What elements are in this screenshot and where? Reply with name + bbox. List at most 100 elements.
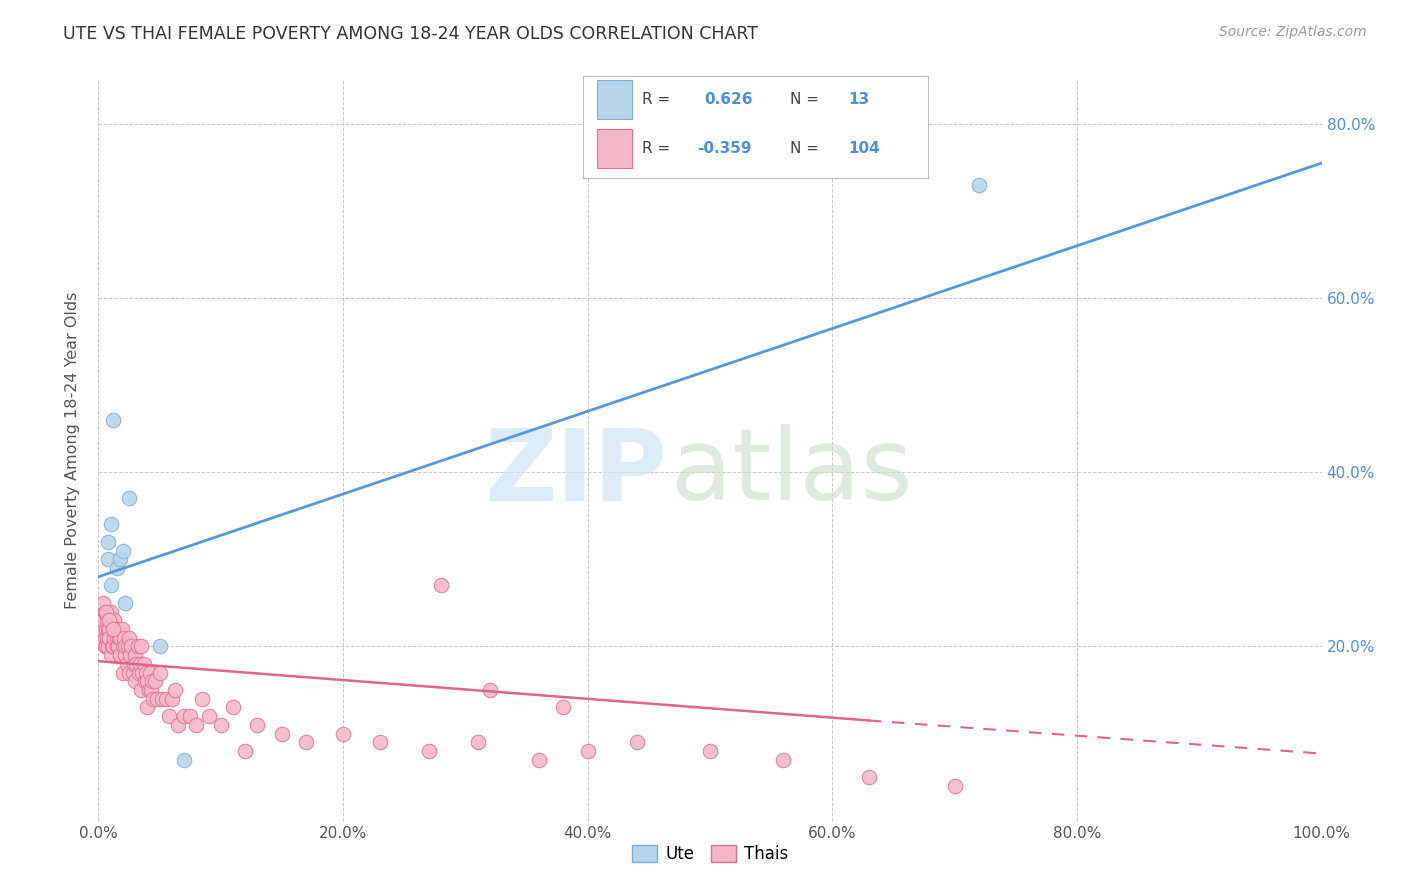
Point bbox=[527, 753, 550, 767]
Point bbox=[114, 596, 136, 610]
Text: 0.626: 0.626 bbox=[704, 92, 752, 107]
Point bbox=[101, 640, 124, 654]
Point bbox=[139, 665, 162, 680]
Point bbox=[105, 631, 128, 645]
Point bbox=[135, 665, 157, 680]
Point bbox=[97, 535, 120, 549]
Point bbox=[149, 665, 172, 680]
Text: Source: ZipAtlas.com: Source: ZipAtlas.com bbox=[1219, 25, 1367, 39]
Text: atlas: atlas bbox=[671, 425, 912, 521]
Point bbox=[111, 543, 134, 558]
Point bbox=[94, 640, 117, 654]
Point bbox=[96, 631, 118, 645]
Point bbox=[91, 613, 114, 627]
Text: 13: 13 bbox=[849, 92, 870, 107]
Point bbox=[97, 622, 120, 636]
Text: N =: N = bbox=[790, 92, 820, 107]
Point bbox=[167, 718, 190, 732]
Point bbox=[943, 779, 966, 793]
Point bbox=[91, 596, 114, 610]
Point bbox=[209, 718, 232, 732]
Point bbox=[858, 770, 880, 784]
Point bbox=[97, 640, 120, 654]
Point bbox=[270, 726, 294, 740]
Point bbox=[160, 691, 183, 706]
Point bbox=[94, 605, 117, 619]
Point bbox=[191, 691, 214, 706]
Y-axis label: Female Poverty Among 18-24 Year Olds: Female Poverty Among 18-24 Year Olds bbox=[65, 292, 80, 609]
Point bbox=[136, 674, 159, 689]
Point bbox=[295, 735, 318, 749]
Point bbox=[139, 683, 162, 698]
Point bbox=[128, 665, 150, 680]
Point bbox=[107, 640, 129, 654]
Point bbox=[146, 691, 169, 706]
Point bbox=[111, 665, 134, 680]
Point bbox=[100, 517, 122, 532]
Point bbox=[110, 552, 132, 566]
Point bbox=[173, 709, 195, 723]
Point bbox=[110, 648, 132, 662]
Point bbox=[110, 631, 132, 645]
Point bbox=[100, 578, 122, 592]
Point bbox=[155, 691, 177, 706]
Point bbox=[112, 631, 135, 645]
Point bbox=[626, 735, 648, 749]
Point bbox=[97, 605, 120, 619]
Point bbox=[120, 648, 142, 662]
Point bbox=[179, 709, 201, 723]
Point bbox=[368, 735, 391, 749]
Point bbox=[100, 648, 122, 662]
Point bbox=[150, 691, 173, 706]
Point bbox=[117, 640, 139, 654]
Point bbox=[173, 753, 195, 767]
Point bbox=[98, 622, 121, 636]
Point bbox=[115, 657, 138, 671]
Point bbox=[332, 726, 354, 740]
Point bbox=[91, 622, 114, 636]
Text: ZIP: ZIP bbox=[484, 425, 668, 521]
Text: N =: N = bbox=[790, 141, 820, 156]
Point bbox=[108, 631, 131, 645]
Point bbox=[233, 744, 256, 758]
Point bbox=[107, 622, 129, 636]
Bar bbox=[598, 80, 631, 119]
Point bbox=[157, 709, 180, 723]
Point bbox=[114, 648, 136, 662]
Point bbox=[136, 700, 159, 714]
Point bbox=[134, 674, 156, 689]
Point bbox=[101, 413, 124, 427]
Point bbox=[118, 491, 141, 506]
Point bbox=[772, 753, 794, 767]
Point bbox=[94, 622, 117, 636]
Text: R =: R = bbox=[643, 92, 671, 107]
Point bbox=[98, 613, 121, 627]
Point bbox=[101, 640, 124, 654]
Point bbox=[138, 683, 160, 698]
Point bbox=[114, 640, 136, 654]
Point bbox=[418, 744, 440, 758]
Point bbox=[467, 735, 489, 749]
Text: UTE VS THAI FEMALE POVERTY AMONG 18-24 YEAR OLDS CORRELATION CHART: UTE VS THAI FEMALE POVERTY AMONG 18-24 Y… bbox=[63, 25, 758, 43]
Point bbox=[197, 709, 219, 723]
Point bbox=[103, 631, 125, 645]
Point bbox=[101, 622, 124, 636]
Point bbox=[124, 674, 146, 689]
Point bbox=[478, 683, 501, 698]
Point bbox=[222, 700, 245, 714]
Bar bbox=[598, 129, 631, 168]
Point bbox=[98, 631, 121, 645]
Point bbox=[699, 744, 721, 758]
Point bbox=[141, 674, 163, 689]
Point bbox=[246, 718, 269, 732]
Text: 104: 104 bbox=[849, 141, 880, 156]
Point bbox=[93, 631, 115, 645]
Point bbox=[124, 648, 146, 662]
Point bbox=[186, 718, 208, 732]
Point bbox=[104, 622, 127, 636]
Point bbox=[129, 683, 152, 698]
Point bbox=[118, 665, 141, 680]
Point bbox=[96, 613, 118, 627]
Point bbox=[553, 700, 575, 714]
Point bbox=[122, 657, 145, 671]
